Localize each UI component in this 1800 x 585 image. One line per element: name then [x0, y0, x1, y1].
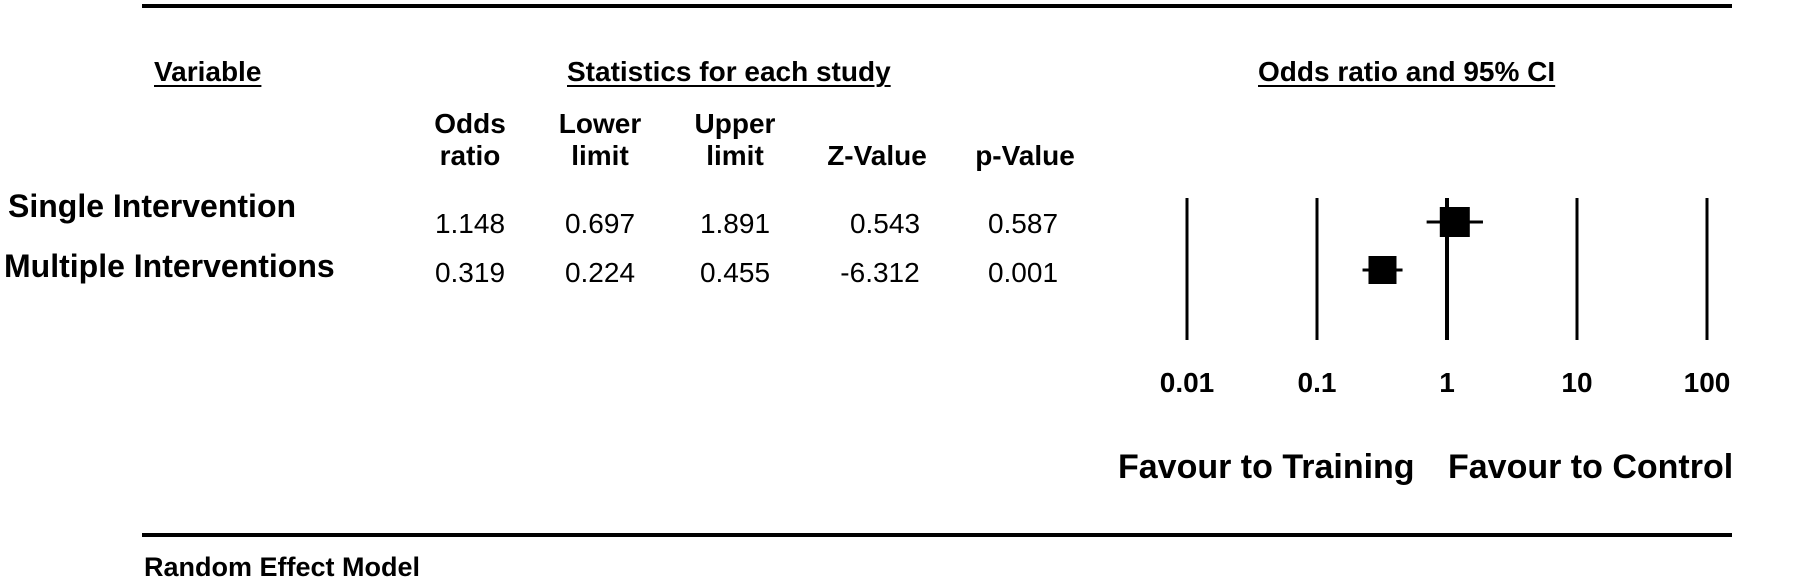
cell-single-upper: 1.891	[699, 208, 771, 239]
row-label-single: Single Intervention	[8, 188, 297, 224]
cell-multiple-odds-ratio: 0.319	[434, 257, 506, 288]
col-header-p-value: p-Value	[975, 140, 1075, 171]
col-header-lower-limit-line1: Lower	[558, 108, 642, 139]
cell-single-z: 0.543	[849, 208, 921, 239]
bottom-rule	[142, 533, 1732, 537]
odds-ratio-marker	[1439, 207, 1470, 237]
cell-single-odds-ratio: 1.148	[434, 208, 506, 239]
cell-multiple-lower: 0.224	[564, 257, 636, 288]
favour-training-label: Favour to Training	[1118, 448, 1415, 486]
tick-label: 1	[1439, 367, 1455, 398]
odds-ratio-marker	[1368, 256, 1397, 284]
variable-header: Variable	[154, 56, 262, 87]
favour-control-label: Favour to Control	[1448, 448, 1734, 486]
row-label-multiple: Multiple Interventions	[4, 248, 335, 284]
forest-plot: 0.01 0.1 1 10 100	[1160, 198, 1731, 398]
col-header-upper-limit-line1: Upper	[694, 108, 776, 139]
statistics-header: Statistics for each study	[567, 56, 891, 87]
col-header-lower-limit: Lower limit	[545, 108, 655, 172]
cell-single-p: 0.587	[987, 208, 1059, 239]
tick-label: 100	[1684, 367, 1731, 398]
tick-label: 10	[1561, 367, 1592, 398]
odds-ratio-ci-header: Odds ratio and 95% CI	[1258, 56, 1556, 87]
cell-multiple-upper: 0.455	[699, 257, 771, 288]
model-label: Random Effect Model	[144, 552, 421, 582]
tick-label: 0.1	[1298, 367, 1337, 398]
col-header-odds-ratio-line1: Odds	[434, 108, 506, 139]
col-header-upper-limit-line2: limit	[706, 140, 764, 171]
cell-multiple-p: 0.001	[987, 257, 1059, 288]
col-header-odds-ratio-line2: ratio	[439, 140, 501, 171]
tick-label: 0.01	[1160, 367, 1215, 398]
top-rule	[142, 4, 1732, 8]
col-header-z-value: Z-Value	[827, 140, 927, 171]
cell-multiple-z: -6.312	[840, 257, 920, 288]
col-header-upper-limit: Upper limit	[680, 108, 790, 172]
cell-single-lower: 0.697	[564, 208, 636, 239]
col-header-odds-ratio: Odds ratio	[420, 108, 520, 172]
col-header-lower-limit-line2: limit	[571, 140, 629, 171]
